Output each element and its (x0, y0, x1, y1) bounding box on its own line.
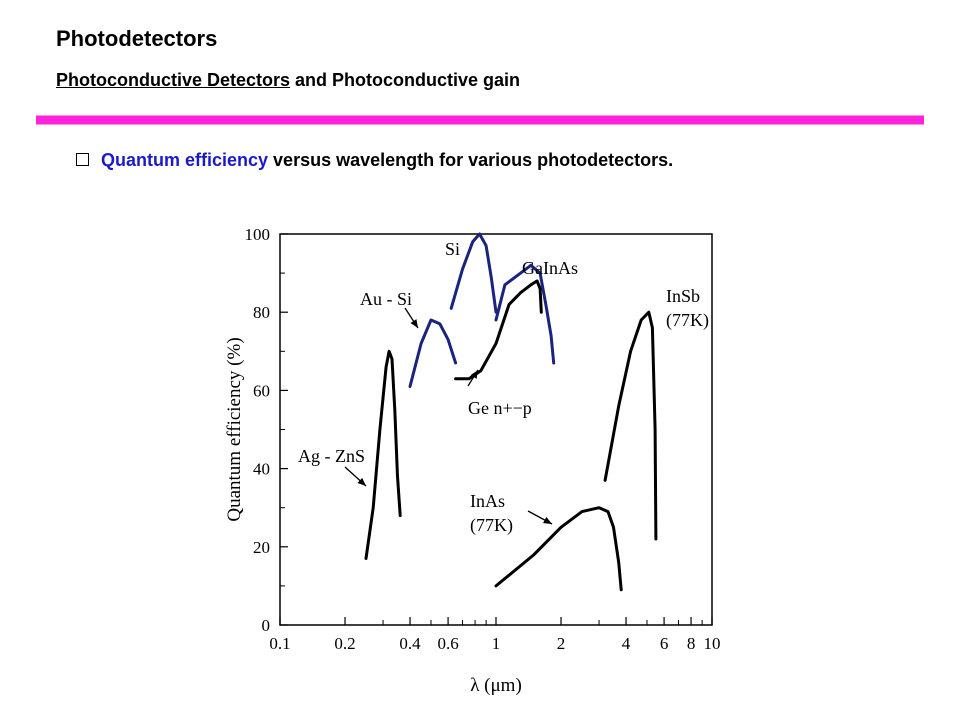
series-line-ag-zns (364, 349, 402, 560)
y-tick-label: 80 (253, 303, 270, 322)
bullet-item: Quantum efficiency versus wavelength for… (76, 150, 673, 171)
arrowhead-icon (410, 319, 418, 328)
plot-frame (279, 233, 713, 626)
x-tick-label: 1 (492, 634, 501, 653)
x-tick-label: 4 (622, 634, 631, 653)
x-tick-label: 8 (687, 634, 696, 653)
annotation-label: Au - Si (360, 289, 412, 309)
y-tick-label: 100 (245, 225, 271, 244)
quantum-efficiency-chart: 0 20 40 60 80 100 0.1 0.2 0.4 0.6 1 2 4 6 8 10 λ (μm) Qua… (224, 225, 721, 696)
series-line-inas-77k (494, 506, 623, 592)
divider-line (36, 115, 924, 125)
arrowhead-icon (357, 477, 366, 486)
y-tick-label: 20 (253, 538, 270, 557)
bullet-rest: versus wavelength for various photodetec… (268, 150, 674, 170)
x-tick-label: 2 (557, 634, 566, 653)
annotation-label: InSb (666, 286, 700, 306)
annotation-label: (77K) (470, 515, 513, 536)
annotation-label: InAs (470, 491, 505, 511)
bullet-highlight: Quantum efficiency (101, 150, 269, 170)
x-tick-label: 0.2 (334, 634, 355, 653)
series-line-insb-77k (603, 310, 658, 541)
annotation-label: Ge n+−p (468, 398, 532, 418)
bullet-box-icon (76, 153, 89, 166)
series-line-au-si (408, 318, 458, 388)
y-axis-label: Quantum efficiency (%) (224, 337, 245, 521)
series-line-ge-n-p (454, 279, 543, 381)
page-subtitle: Photoconductive Detectors and Photocondu… (56, 70, 520, 91)
y-tick-label: 60 (253, 381, 270, 400)
arrowhead-icon (470, 370, 478, 379)
x-tick-label: 0.6 (437, 634, 458, 653)
annotation-label: (77K) (666, 310, 709, 331)
annotation-label: Si (445, 239, 460, 259)
y-tick-label: 40 (253, 460, 270, 479)
page-title: Photodetectors (56, 26, 218, 51)
x-axis-label: λ (μm) (470, 675, 522, 696)
subtitle-rest: and Photoconductive gain (290, 70, 521, 90)
x-tick-label: 0.4 (399, 634, 421, 653)
subtitle-underlined: Photoconductive Detectors (56, 70, 291, 90)
title-divider (36, 112, 924, 125)
series-line-gainas (494, 263, 556, 365)
annotation-label: GaInAs (522, 258, 578, 278)
x-tick-label: 6 (660, 634, 669, 653)
x-tick-label: 10 (704, 634, 721, 653)
series-line-si (449, 232, 498, 314)
y-tick-label: 0 (262, 616, 271, 635)
arrowhead-icon (543, 516, 552, 524)
x-tick-label: 0.1 (269, 634, 290, 653)
annotation-label: Ag - ZnS (298, 446, 365, 466)
